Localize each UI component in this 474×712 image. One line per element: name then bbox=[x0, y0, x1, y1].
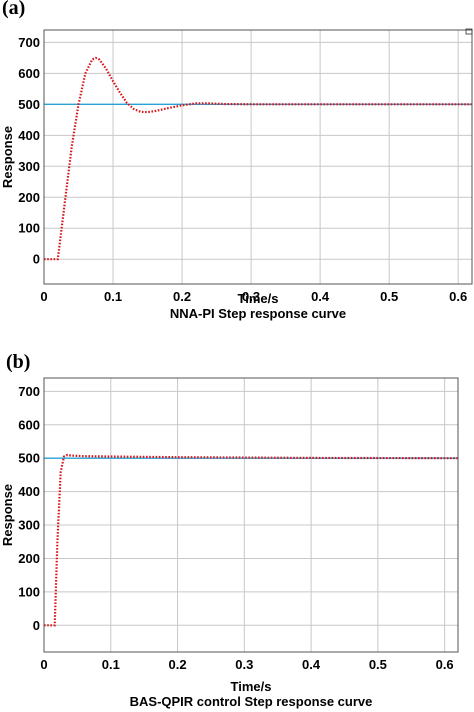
plot-area bbox=[44, 378, 458, 652]
panel-label: (a) bbox=[2, 0, 25, 19]
y-axis-label: Response bbox=[0, 126, 15, 188]
plot-frame bbox=[43, 29, 473, 285]
y-tick-label: 200 bbox=[18, 551, 40, 566]
x-tick-label: 0.2 bbox=[169, 657, 187, 672]
plot-area bbox=[44, 30, 472, 284]
y-tick-label: 0 bbox=[33, 618, 40, 633]
y-tick-label: 300 bbox=[18, 159, 40, 174]
y-tick-label: 500 bbox=[18, 97, 40, 112]
chart-panel-0: (a) 0 0.1 0.2 0.3 0.4 0.5 0.6 0 100 200 300 400 500 60… bbox=[0, 0, 473, 321]
chart-caption: NNA-PI Step response curve bbox=[170, 306, 346, 321]
x-tick-label: 0.1 bbox=[104, 289, 122, 304]
y-tick-label: 700 bbox=[18, 35, 40, 50]
chart-panel-1: (b) 0 0.1 0.2 0.3 0.4 0.5 0.6 0 100 200 300 400 500 60… bbox=[0, 351, 459, 709]
x-axis-label: Time/s bbox=[238, 291, 279, 306]
x-tick-label: 0.5 bbox=[369, 657, 387, 672]
y-tick-label: 500 bbox=[18, 451, 40, 466]
y-tick-label: 600 bbox=[18, 417, 40, 432]
response-series-line bbox=[44, 453, 459, 627]
x-axis-label: Time/s bbox=[231, 679, 272, 694]
y-tick-label: 200 bbox=[18, 190, 40, 205]
y-tick-label: 400 bbox=[18, 128, 40, 143]
x-tick-label: 0.5 bbox=[380, 289, 398, 304]
y-axis-label: Response bbox=[0, 484, 15, 546]
x-tick-label: 0.3 bbox=[235, 657, 253, 672]
x-tick-label: 0.3 bbox=[242, 289, 260, 304]
x-tick-label: 0.6 bbox=[436, 657, 454, 672]
y-tick-label: 100 bbox=[18, 584, 40, 599]
x-tick-label: 0.1 bbox=[102, 657, 120, 672]
y-tick-label: 0 bbox=[33, 252, 40, 267]
panel-label: (b) bbox=[6, 351, 30, 373]
x-tick-label: 0 bbox=[40, 289, 47, 304]
x-tick-label: 0.2 bbox=[173, 289, 191, 304]
x-tick-label: 0.6 bbox=[449, 289, 467, 304]
y-tick-label: 700 bbox=[18, 384, 40, 399]
y-tick-label: 100 bbox=[18, 221, 40, 236]
response-series-line bbox=[44, 56, 472, 261]
plot-frame bbox=[43, 377, 459, 653]
y-tick-label: 400 bbox=[18, 484, 40, 499]
chart-caption: BAS-QPIR control Step response curve bbox=[130, 694, 373, 709]
x-tick-label: 0.4 bbox=[302, 657, 321, 672]
x-tick-label: 0.4 bbox=[311, 289, 330, 304]
y-tick-label: 300 bbox=[18, 518, 40, 533]
y-tick-label: 600 bbox=[18, 66, 40, 81]
figure-window-icon bbox=[465, 28, 473, 35]
x-tick-label: 0 bbox=[40, 657, 47, 672]
